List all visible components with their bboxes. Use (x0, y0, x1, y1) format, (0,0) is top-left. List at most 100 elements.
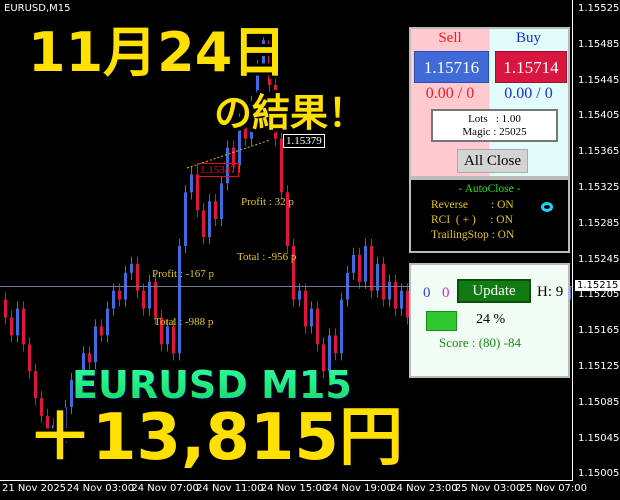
time-axis-line (0, 480, 573, 481)
total-label: Total : -956 p (237, 251, 297, 263)
trailing-status: TrailingStop : ON (431, 229, 515, 241)
overlay-date: 11月24日 (28, 21, 287, 84)
candle-body (94, 326, 97, 363)
candle-body (382, 263, 385, 300)
trade-panel: Sell Buy 1.15716 1.15714 0.00 / 0 0.00 /… (409, 27, 570, 178)
sell-button[interactable]: 1.15716 (414, 51, 489, 83)
candle-body (142, 290, 145, 309)
candle-body (4, 299, 7, 318)
all-close-button[interactable]: All Close (457, 149, 528, 173)
candle-body (160, 317, 163, 345)
candle-body (370, 245, 373, 291)
price-tick: 1.15125 (578, 361, 620, 372)
candle-body (388, 281, 391, 300)
candle-body (100, 326, 103, 336)
price-tick: 1.15525 (578, 3, 620, 14)
candle-body (352, 254, 355, 273)
candle-body (340, 299, 343, 354)
price-tick: 1.15245 (578, 253, 620, 265)
candle-body (328, 335, 331, 372)
candle-body (262, 40, 265, 68)
candle-body (76, 380, 79, 390)
time-tick: 24 Nov 19:00 (325, 483, 393, 494)
candle-body (406, 290, 409, 318)
candle-body (10, 317, 13, 336)
count-blue: 0 (423, 285, 431, 301)
time-tick: 24 Nov 23:00 (390, 483, 458, 494)
candle-body (154, 281, 157, 318)
candle-body (16, 308, 19, 336)
candle-body (358, 254, 361, 282)
candle-body (364, 245, 367, 282)
price-tick: 1.15405 (578, 110, 620, 122)
candle-body (316, 308, 319, 345)
candle-body (118, 290, 121, 300)
symbol-label: EURUSD,M15 (4, 3, 71, 14)
candle-body (280, 138, 283, 193)
overlay-amount: ＋13,815円 (28, 401, 403, 475)
candle-body (238, 120, 241, 166)
candle-body (172, 326, 175, 354)
candle-body (46, 415, 49, 434)
candle-body (244, 120, 247, 139)
candle-body (304, 290, 307, 327)
candle-body (178, 245, 181, 354)
candle-body (286, 192, 289, 246)
update-button[interactable]: Update (457, 279, 531, 303)
candle-body (376, 263, 379, 291)
lots-value: Lots : 1.00 (468, 113, 521, 125)
price-tick: 1.15445 (578, 74, 620, 86)
time-tick: 25 Nov 03:00 (454, 483, 523, 494)
count-magenta: 0 (442, 285, 450, 301)
current-price-tag: 1.15215 (575, 280, 620, 291)
candle-body (322, 344, 325, 372)
candle-body (220, 183, 223, 220)
reverse-status: Reverse : ON (431, 199, 514, 211)
candle-body (184, 192, 187, 246)
candle-body (112, 290, 115, 309)
rci-status: RCI ( + ) : ON (431, 214, 513, 226)
candle-body (400, 290, 403, 309)
price-tick: 1.15285 (578, 217, 620, 229)
h-value: H: 9 (537, 284, 564, 300)
candle-body (214, 201, 217, 220)
status-panel: 0 0 Update H: 9 24 % Score : (80) -84 (409, 263, 570, 378)
candle-body (166, 326, 169, 345)
candle-body (40, 397, 43, 416)
price-tick: 1.15085 (578, 396, 620, 408)
candle-body (202, 210, 205, 238)
progress-bar (426, 311, 457, 331)
buy-button[interactable]: 1.15714 (495, 51, 567, 83)
candle-body (148, 281, 151, 309)
price-tick: 1.15205 (578, 289, 620, 301)
trade-line (186, 139, 271, 169)
candle-body (88, 353, 91, 363)
buy-label: Buy (515, 30, 541, 46)
overlay-pair: EURUSD M15 (72, 363, 352, 407)
candle-body (274, 85, 277, 139)
overlay-result: の結果！ (214, 91, 367, 135)
price-tick: 1.15005 (578, 468, 620, 480)
candle-body (130, 263, 133, 273)
autoclose-status-list: Reverse : ON RCI ( + ) : ON TrailingStop :… (431, 198, 514, 243)
autoclose-title: - AutoClose - (458, 183, 521, 195)
candle-body (34, 371, 37, 398)
sell-label: Sell (438, 30, 462, 46)
profit-label: Profit : 32 p (241, 196, 294, 208)
candle-body (310, 308, 313, 327)
current-price-line (0, 286, 572, 287)
candle-body (208, 201, 211, 238)
candle-body (268, 40, 271, 86)
candle-body (298, 290, 301, 300)
candle-body (196, 174, 199, 211)
time-tick: 24 Nov 11:00 (196, 483, 264, 494)
candle-body (70, 380, 73, 407)
candle-body (250, 102, 253, 139)
candle-body (22, 308, 25, 345)
percent-value: 24 % (476, 312, 506, 327)
candle-body (292, 245, 295, 300)
time-tick: 24 Nov 15:00 (260, 483, 329, 494)
exit-price-label: 1.15379 (283, 134, 325, 148)
toggle-indicator-icon[interactable] (541, 202, 553, 212)
price-tick: 1.15325 (578, 182, 620, 193)
